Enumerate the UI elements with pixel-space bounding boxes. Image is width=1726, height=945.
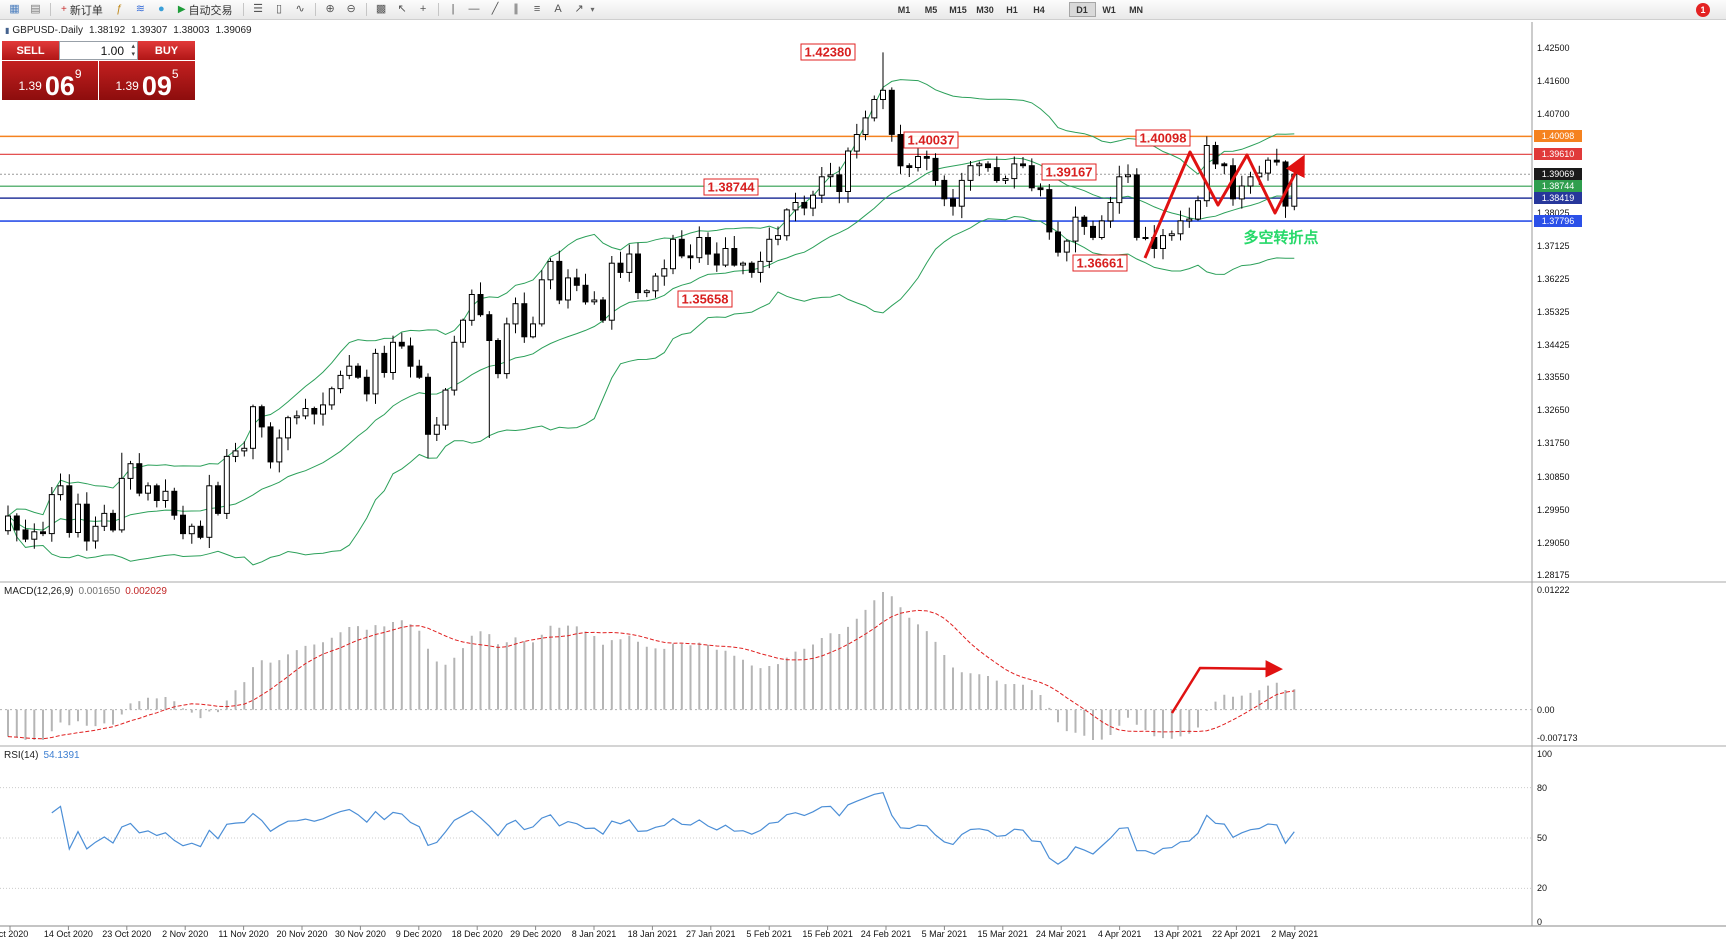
candlestick-chart-icon[interactable]: ▯ <box>276 3 283 15</box>
toolbar-separator <box>50 3 51 16</box>
auto-trading-button-label: 自动交易 <box>188 4 233 17</box>
new-order-button-icon: + <box>61 4 67 15</box>
new-order-button-label: 新订单 <box>69 4 103 17</box>
buy-button[interactable]: BUY <box>138 41 195 60</box>
sell-price-pipette: 9 <box>74 67 82 81</box>
timeframe-w1-button[interactable]: W1 <box>1102 4 1116 15</box>
zoom-in-icon[interactable]: ⊕ <box>325 3 335 15</box>
toolbar-separator <box>242 3 244 16</box>
sell-button[interactable]: SELL <box>2 41 59 60</box>
chart-close-value: 1.39069 <box>215 25 252 36</box>
indicators-icon[interactable]: ƒ <box>116 3 123 15</box>
turning-point-annotation[interactable]: 多空转折点 <box>1243 229 1319 247</box>
macd-name: MACD(12,26,9) <box>4 586 74 597</box>
buy-price-box[interactable]: 1.39 09 5 <box>99 61 195 100</box>
depth-of-market-icon[interactable]: ≋ <box>135 3 145 15</box>
timeframe-h4-button[interactable]: H4 <box>1033 4 1045 15</box>
buy-price-prefix: 1.39 <box>115 79 139 93</box>
zoom-out-icon[interactable]: ⊖ <box>346 3 356 15</box>
time-axis-ticks <box>9 926 1296 930</box>
line-chart-icon[interactable]: ∿ <box>295 3 305 15</box>
volume-up-icon[interactable]: ▴ <box>131 43 135 50</box>
sell-price-prefix: 1.39 <box>18 79 42 93</box>
chart-symbol-label: GBPUSD-.Daily <box>12 25 83 36</box>
toolbar-separator <box>437 3 439 16</box>
macd-indicator-label: MACD(12,26,9) 0.001650 0.002029 <box>4 586 167 597</box>
chart-profiles-icon[interactable]: ▤ <box>30 3 41 15</box>
auto-trading-button-icon: ▶ <box>177 4 186 15</box>
chart-symbol-header: ▮ GBPUSD-.Daily 1.38192 1.39307 1.38003 1.390… <box>5 25 252 36</box>
macd-signal-value: 0.002029 <box>125 586 167 597</box>
macd-main-value: 0.001650 <box>78 586 121 597</box>
timeframe-m5-button[interactable]: M5 <box>924 4 938 15</box>
community-icon[interactable]: ● <box>158 3 165 15</box>
chart-low-value: 1.38003 <box>173 25 210 36</box>
text-label-icon[interactable]: A <box>554 3 562 15</box>
macd-histogram <box>7 592 1296 740</box>
timeframe-m1-button[interactable]: M1 <box>897 4 911 15</box>
timeframe-d1-button[interactable]: D1 <box>1068 2 1096 17</box>
bull-candles <box>5 89 1298 542</box>
bollinger-lower-band <box>7 215 1295 566</box>
main-chart-layer <box>0 52 1532 566</box>
bollinger-upper-band <box>7 79 1295 517</box>
chart-open-value: 1.38192 <box>88 25 126 36</box>
equidistant-channel-icon[interactable]: ∥ <box>513 3 519 15</box>
main-toolbar: ▦ ▤ + 新订单 ƒ ≋ ● ▶ 自动交易 ☰ ▯ ∿ ⊕ ⊖ ▩ ↖ + | ― ╱ ∥ ≡ A ↗ ▾ M1 M5 M15 M30… <box>0 0 1726 20</box>
timeframe-m15-button[interactable]: M15 <box>949 4 967 15</box>
auto-trading-button[interactable]: ▶ 自动交易 <box>172 1 239 18</box>
timeframe-m30-button[interactable]: M30 <box>976 4 994 15</box>
macd-panel <box>0 592 1532 740</box>
volume-input[interactable]: 1.00 ▴ ▾ <box>59 41 138 60</box>
volume-spinner[interactable]: ▴ ▾ <box>131 43 135 59</box>
rsi-value: 54.1391 <box>43 750 80 761</box>
bollinger-middle-band <box>7 157 1295 531</box>
notification-badge[interactable]: 1 <box>1696 3 1710 17</box>
buy-price-pips: 09 <box>141 71 172 102</box>
toolbar-separator <box>365 3 367 16</box>
tile-windows-icon[interactable]: ▩ <box>375 3 387 15</box>
cursor-icon[interactable]: ↖ <box>397 3 407 15</box>
objects-dropdown-caret[interactable]: ▾ <box>590 5 595 14</box>
arrow-objects-icon[interactable]: ↗ <box>574 3 584 15</box>
macd-signal-line <box>7 609 1295 740</box>
bar-chart-icon[interactable]: ☰ <box>253 3 263 15</box>
one-click-trading-panel: SELL 1.00 ▴ ▾ BUY 1.39 06 9 1.39 09 5 <box>2 41 195 100</box>
timeframe-mn-button[interactable]: MN <box>1129 4 1144 15</box>
timeframe-h1-button[interactable]: H1 <box>1006 4 1018 15</box>
new-chart-icon[interactable]: ▦ <box>9 3 20 15</box>
crosshair-icon[interactable]: + <box>419 3 427 15</box>
chart-icon: ▮ <box>5 26 10 35</box>
chart-high-value: 1.39307 <box>131 25 168 36</box>
trend-zigzag-arrow[interactable] <box>1143 150 1305 259</box>
new-order-button[interactable]: + 新订单 <box>55 1 109 18</box>
fibonacci-retracement-icon[interactable]: ≡ <box>533 3 541 15</box>
toolbar-separator <box>314 3 316 16</box>
bear-candles <box>13 89 1289 542</box>
rsi-panel <box>0 787 1532 889</box>
rsi-name: RSI(14) <box>4 750 39 761</box>
rsi-indicator-label: RSI(14) 54.1391 <box>4 750 80 761</box>
sell-price-pips: 06 <box>44 71 75 102</box>
sell-price-box[interactable]: 1.39 06 9 <box>2 61 98 100</box>
buy-price-pipette: 5 <box>171 67 179 81</box>
candle-wicks <box>7 52 1295 551</box>
macd-trend-arrow[interactable] <box>1170 660 1283 714</box>
horizontal-line-icon[interactable]: ― <box>468 3 480 15</box>
volume-value: 1.00 <box>100 43 124 58</box>
trendline-icon[interactable]: ╱ <box>491 3 499 15</box>
timeframe-group: M1 M5 M15 M30 H1 H4 D1 W1 MN <box>891 2 1150 17</box>
rsi-line <box>51 792 1295 865</box>
vertical-line-icon[interactable]: | <box>451 3 455 15</box>
volume-down-icon[interactable]: ▾ <box>131 51 135 58</box>
